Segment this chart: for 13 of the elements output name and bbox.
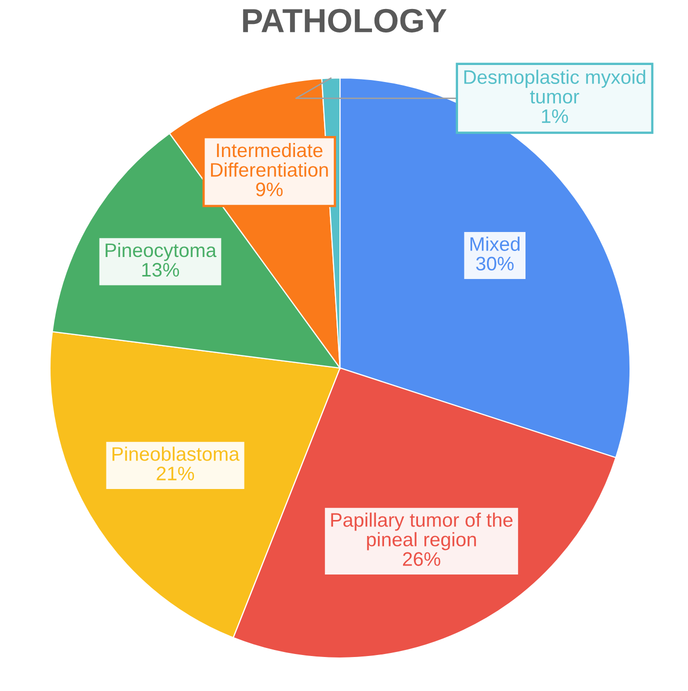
data-label: 1%	[542, 109, 568, 123]
slice-label: Intermediate Differentiation	[211, 142, 328, 177]
slice-label: Mixed	[470, 236, 520, 251]
slice-label: Pineoblastoma	[112, 446, 240, 461]
chart-title: PATHOLOGY	[243, 8, 447, 32]
slice-label: Pineocytoma	[106, 242, 216, 262]
slice-label: Papillary tumor of the pineal region	[331, 512, 512, 550]
data-label: 21%	[156, 466, 194, 480]
slice-label: Desmoplastic myxoid tumor	[464, 70, 646, 104]
data-label: 9%	[256, 182, 283, 196]
data-label: 26%	[403, 552, 440, 566]
data-label: 30%	[476, 256, 514, 270]
data-label: 13%	[142, 262, 180, 277]
